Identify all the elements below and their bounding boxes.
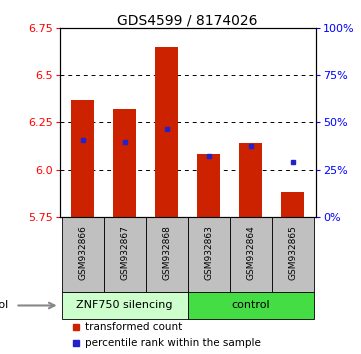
Text: protocol: protocol <box>0 301 9 310</box>
Text: ZNF750 silencing: ZNF750 silencing <box>77 301 173 310</box>
Bar <box>281 192 304 217</box>
Text: GSM932865: GSM932865 <box>288 225 297 280</box>
Bar <box>272 217 314 292</box>
Bar <box>239 143 262 217</box>
Bar <box>104 217 146 292</box>
Bar <box>188 292 314 319</box>
Bar <box>197 154 220 217</box>
Bar <box>62 217 104 292</box>
Text: transformed count: transformed count <box>85 322 182 332</box>
Text: control: control <box>231 301 270 310</box>
Bar <box>155 47 178 217</box>
Bar <box>113 109 136 217</box>
Text: GSM932867: GSM932867 <box>120 225 129 280</box>
Text: GSM932866: GSM932866 <box>78 225 87 280</box>
Title: GDS4599 / 8174026: GDS4599 / 8174026 <box>117 13 258 27</box>
Text: GSM932863: GSM932863 <box>204 225 213 280</box>
Bar <box>146 217 188 292</box>
Text: percentile rank within the sample: percentile rank within the sample <box>85 338 261 348</box>
Bar <box>62 292 188 319</box>
Bar <box>188 217 230 292</box>
Bar <box>71 100 94 217</box>
Text: GSM932864: GSM932864 <box>246 225 255 280</box>
Text: GSM932868: GSM932868 <box>162 225 171 280</box>
Bar <box>230 217 272 292</box>
